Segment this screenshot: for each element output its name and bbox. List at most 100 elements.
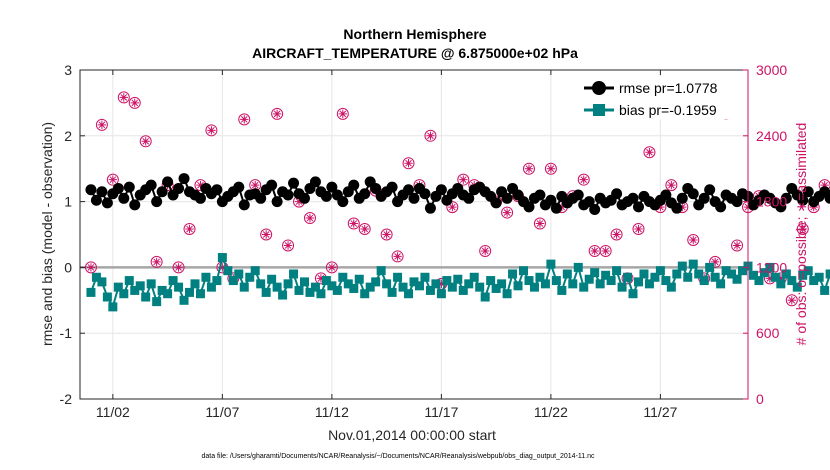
obs-assimilated-marker <box>294 197 304 206</box>
bias-marker <box>699 276 709 286</box>
rmse-marker <box>173 182 185 194</box>
obs-possible-marker <box>238 113 251 126</box>
rmse-marker <box>824 192 830 204</box>
bias-marker <box>223 266 233 276</box>
obs-assimilated-marker <box>272 109 282 119</box>
rmse-marker <box>424 202 436 214</box>
rmse-marker <box>435 184 447 196</box>
rmse-marker <box>572 189 584 201</box>
obs-assimilated-marker <box>393 252 402 261</box>
obs-possible-marker <box>282 239 295 252</box>
bias-marker <box>305 287 315 297</box>
rmse-marker <box>704 184 716 196</box>
bias-marker <box>299 277 309 287</box>
rmse-marker <box>194 192 206 204</box>
obs-possible-marker <box>533 217 546 230</box>
x-tick-label: 11/07 <box>205 404 239 420</box>
y-right-tick-label: 1800 <box>756 194 787 210</box>
rmse-marker <box>671 202 683 214</box>
obs-assimilated-marker <box>579 175 588 184</box>
rmse-marker <box>337 196 349 208</box>
y-right-tick-label: 3000 <box>756 62 787 78</box>
rmse-marker <box>797 194 809 206</box>
obs-possible-marker <box>336 107 349 120</box>
rmse-marker <box>85 184 97 196</box>
rmse-marker <box>112 182 124 194</box>
y-right-tick-label: 0 <box>756 391 764 407</box>
bias-marker <box>327 281 337 291</box>
rmse-marker <box>129 199 141 211</box>
rmse-marker <box>632 201 644 213</box>
bias-marker <box>748 270 758 280</box>
obs-possible-marker <box>205 124 218 137</box>
bias-marker <box>787 276 797 286</box>
bias-marker <box>727 269 737 279</box>
obs-possible-marker <box>479 244 492 257</box>
y-left-tick-label: -2 <box>60 391 73 407</box>
obs-assimilated-marker <box>261 230 271 239</box>
rmse-marker <box>676 192 688 204</box>
bias-marker <box>825 269 830 279</box>
bias-marker <box>398 282 408 292</box>
bias-marker <box>289 269 299 279</box>
obs-assimilated-marker <box>787 296 796 305</box>
obs-assimilated-marker <box>776 274 786 283</box>
rmse-marker <box>282 189 294 201</box>
legend-bias-marker <box>593 104 605 116</box>
bias-marker <box>721 266 731 276</box>
bias-marker <box>458 285 468 295</box>
bias-marker <box>321 276 331 286</box>
bias-marker <box>152 297 162 307</box>
bias-marker <box>623 272 633 282</box>
obs-assimilated-marker <box>283 241 293 250</box>
bias-marker <box>157 285 167 295</box>
rmse-marker <box>255 192 267 204</box>
bias-marker <box>245 272 255 282</box>
bias-marker <box>579 282 589 292</box>
rmse-marker <box>309 176 321 188</box>
bias-marker <box>508 269 518 279</box>
obs-assimilated-marker <box>710 257 720 267</box>
obs-assimilated-marker <box>218 263 227 272</box>
legend-rmse-label: rmse pr=1.0778 <box>619 80 718 96</box>
bias-marker <box>360 289 370 299</box>
y-axis-left-ticks: -2 -1 0 1 2 3 <box>60 62 85 407</box>
bias-marker <box>557 285 567 295</box>
rmse-marker <box>627 192 639 204</box>
bias-marker <box>644 279 654 289</box>
rmse-marker <box>698 192 710 204</box>
bias-marker <box>234 269 244 279</box>
rmse-marker <box>589 203 601 215</box>
obs-possible-marker <box>260 228 273 241</box>
obs-possible-marker <box>303 212 316 225</box>
obs-possible-marker <box>172 261 185 274</box>
bias-marker <box>765 262 775 272</box>
bias-marker <box>590 268 600 278</box>
bias-marker <box>420 272 430 282</box>
obs-assimilated-marker <box>382 230 391 239</box>
bias-marker <box>612 266 622 276</box>
obs-assimilated-marker <box>305 213 315 223</box>
bias-marker <box>502 289 512 299</box>
bias-marker <box>349 283 359 293</box>
bias-marker <box>354 274 364 284</box>
y-axis-right-label: # of obs: o=possible; ∗=assimilated <box>793 123 809 346</box>
bias-marker <box>316 289 326 299</box>
bias-marker <box>754 276 764 286</box>
obs-possible-marker <box>117 91 130 104</box>
obs-possible-marker <box>402 157 415 170</box>
obs-assimilated-marker <box>185 224 194 234</box>
bias-marker <box>414 281 424 291</box>
rmse-marker <box>211 184 223 196</box>
obs-assimilated-marker <box>765 274 775 283</box>
obs-assimilated-marker <box>404 159 413 168</box>
bias-marker <box>551 276 561 286</box>
obs-assimilated-marker <box>798 224 807 234</box>
bias-marker <box>820 285 830 295</box>
obs-possible-marker <box>522 162 535 175</box>
obs-possible-marker <box>709 255 722 268</box>
bias-marker <box>573 262 583 272</box>
rmse-marker <box>545 194 557 206</box>
rmse-marker <box>162 176 174 188</box>
bias-marker <box>661 276 671 286</box>
